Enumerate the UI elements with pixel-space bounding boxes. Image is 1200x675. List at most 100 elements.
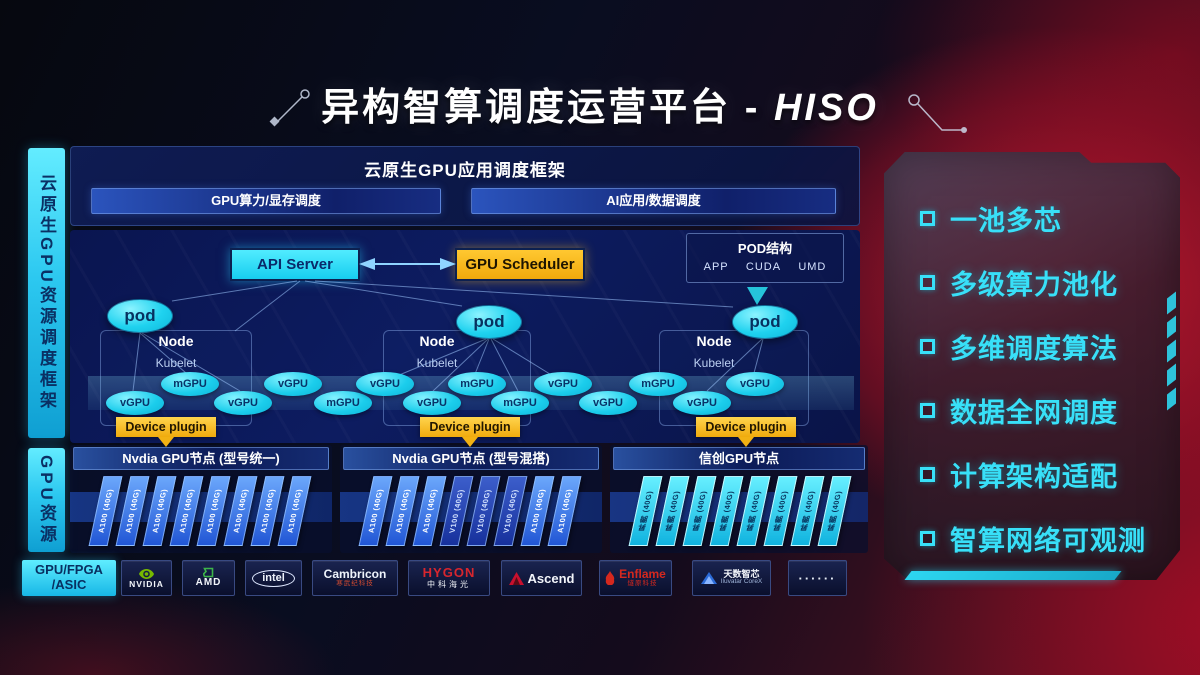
- feature-item: 一池多芯: [920, 186, 1170, 250]
- feature-item: 多级算力池化: [920, 250, 1170, 314]
- sidebar-gpu-label: GPU资源: [37, 454, 56, 546]
- pod-layer-app: APP: [703, 261, 729, 273]
- gpu-section-header-1: Nvdia GPU节点 (型号统一): [73, 447, 329, 470]
- checkbox-bullet-icon: [920, 274, 935, 290]
- feature-label: 一池多芯: [950, 205, 1062, 236]
- vendor-label: HYGON: [422, 565, 476, 581]
- gpu-ellipse-vgpu: vGPU: [106, 391, 164, 415]
- gpu-ellipse-vgpu: vGPU: [673, 391, 731, 415]
- features-list: 一池多芯多级算力池化 多维调度算法 数据全网调度 计算架构适配 智算网络可观测: [920, 186, 1170, 570]
- nvidia-logo-icon: [139, 568, 154, 579]
- chip-line2: /ASIC: [51, 577, 87, 592]
- checkbox-bullet-icon: [920, 338, 935, 354]
- gpu-section-header-2: Nvdia GPU节点 (型号混搭): [343, 447, 599, 470]
- vendor-label: intel: [252, 569, 295, 587]
- pod-structure-title: POD结构: [737, 241, 793, 256]
- vendor-label: NVIDIA: [129, 578, 164, 589]
- chip-types-box: GPU/FPGA /ASIC: [22, 560, 116, 596]
- device-plugin-3: Device plugin: [696, 417, 796, 447]
- vendor-sublabel: 寒武纪科技: [336, 580, 374, 588]
- feature-label: 计算架构适配: [950, 461, 1118, 492]
- gpu-ellipse-mgpu: mGPU: [314, 391, 372, 415]
- vendor-label: 天数智芯: [723, 568, 760, 579]
- gpu-virtualization-band: vGPU mGPU vGPU vGPU mGPU vGPU vGPU mGPU mGPU vGPU…: [88, 372, 854, 415]
- feature-item: 计算架构适配: [920, 442, 1170, 506]
- kubelet-label-1: Kubelet: [155, 356, 197, 370]
- pod-ellipse-2: pod: [456, 305, 522, 339]
- gpu-ellipse-vgpu: vGPU: [264, 372, 322, 396]
- checkbox-bullet-icon: [920, 402, 935, 418]
- kubelet-label-3: Kubelet: [693, 356, 735, 370]
- sidebar-framework-label: 云原生GPU资源调度框架: [37, 174, 56, 412]
- node-label-1: Node: [158, 333, 194, 349]
- feature-label: 多维调度算法: [950, 333, 1118, 364]
- feature-item: 多维调度算法: [920, 314, 1170, 378]
- gpu-ellipse-mgpu: mGPU: [448, 372, 506, 396]
- gpu-section-header-3: 信创GPU节点: [613, 447, 865, 470]
- amd-logo-icon: [203, 567, 214, 578]
- device-plugin-1: Device plugin: [116, 417, 216, 447]
- page-title: 异构智算调度运营平台 - HISO: [0, 76, 1200, 131]
- vendor-sublabel: 燧原科技: [627, 579, 658, 587]
- vendor-enflame: Enflame 燧原科技: [599, 560, 672, 596]
- features-panel: 一池多芯多级算力池化 多维调度算法 数据全网调度 计算架构适配 智算网络可观测: [884, 152, 1180, 580]
- vendor-sublabel: 中科海光: [426, 580, 471, 590]
- panel-bottom-accent-bar: [904, 571, 1122, 580]
- feature-item: 智算网络可观测: [920, 506, 1170, 570]
- enflame-logo-icon: [605, 571, 615, 585]
- sidebar-framework-bar: 云原生GPU资源调度框架: [28, 148, 65, 438]
- gpu-scheduler-box: GPU Scheduler: [455, 248, 585, 281]
- pod-ellipse-3: pod: [732, 305, 798, 339]
- app-framework-panel: 云原生GPU应用调度框架 GPU算力/显存调度 AI应用/数据调度: [70, 146, 860, 226]
- iluvatar-logo-icon: [700, 572, 717, 584]
- feature-label: 多级算力池化: [950, 269, 1118, 300]
- title-suffix: HISO: [773, 87, 879, 129]
- pod-layer-cuda: CUDA: [745, 261, 782, 273]
- vendor-nvidia: NVIDIA: [121, 560, 172, 596]
- vendor-label: Enflame: [619, 567, 666, 582]
- vendor-more: ······: [788, 560, 847, 596]
- vendor-iluvatar: 天数智芯 Iluvatar CoreX: [692, 560, 771, 596]
- gpu-ellipse-mgpu: mGPU: [629, 372, 687, 396]
- device-plugin-2: Device plugin: [420, 417, 520, 447]
- chip-line1: GPU/FPGA: [35, 562, 103, 578]
- checkbox-bullet-icon: [920, 210, 935, 226]
- pod-layer-umd: UMD: [798, 261, 827, 273]
- vendor-ascend: Ascend: [501, 560, 582, 596]
- vendor-label: AMD: [195, 577, 222, 589]
- gpu-ellipse-vgpu: vGPU: [726, 372, 784, 396]
- vendor-label: ······: [798, 570, 837, 586]
- kubelet-label-2: Kubelet: [416, 356, 458, 370]
- checkbox-bullet-icon: [920, 466, 935, 482]
- gpu-ellipse-mgpu: mGPU: [161, 372, 219, 396]
- gpu-ellipse-vgpu: vGPU: [403, 391, 461, 415]
- vendor-intel: intel: [245, 560, 302, 596]
- feature-label: 智算网络可观测: [950, 525, 1146, 556]
- vendor-hygon: HYGON 中科海光: [408, 560, 490, 596]
- gpu-ellipse-vgpu: vGPU: [579, 391, 637, 415]
- gpu-section-xinchuang: 信创GPU节点 昇腾 (40G) 昇腾 (40G) 昇腾 (40G) 昇腾 (40G)…: [610, 445, 868, 553]
- sidebar-gpu-bar: GPU资源: [28, 448, 65, 552]
- pod-structure-box: POD结构 APP CUDA UMD: [686, 233, 844, 283]
- feature-item: 数据全网调度: [920, 378, 1170, 442]
- vendor-label: Ascend: [527, 570, 575, 586]
- gpu-ellipse-mgpu: mGPU: [491, 391, 549, 415]
- vendor-cambricon: Cambricon 寒武纪科技: [312, 560, 398, 596]
- gpu-section-nvidia-mixed: Nvdia GPU节点 (型号混搭) A100 (40G) A100 (40G) A…: [340, 445, 602, 553]
- ascend-logo-icon: [508, 571, 524, 585]
- ai-data-scheduling-bar: AI应用/数据调度: [471, 188, 836, 214]
- api-server-box: API Server: [230, 248, 360, 281]
- gpu-ellipse-vgpu: vGPU: [534, 372, 592, 396]
- gpu-compute-scheduling-bar: GPU算力/显存调度: [91, 188, 441, 214]
- feature-label: 数据全网调度: [950, 397, 1118, 428]
- gpu-ellipse-vgpu: vGPU: [214, 391, 272, 415]
- vendor-amd: AMD: [182, 560, 235, 596]
- gpu-section-nvidia-uniform: Nvdia GPU节点 (型号统一) A100 (40G) A100 (40G) A…: [70, 445, 332, 553]
- title-main: 异构智算调度运营平台: [321, 87, 732, 129]
- scheduler-diagram-panel: API Server GPU Scheduler POD结构 APP CUDA …: [70, 230, 860, 447]
- checkbox-bullet-icon: [920, 530, 935, 546]
- vendor-sublabel: Iluvatar CoreX: [720, 578, 763, 586]
- node-label-3: Node: [696, 333, 732, 349]
- pod-ellipse-1: pod: [107, 299, 173, 333]
